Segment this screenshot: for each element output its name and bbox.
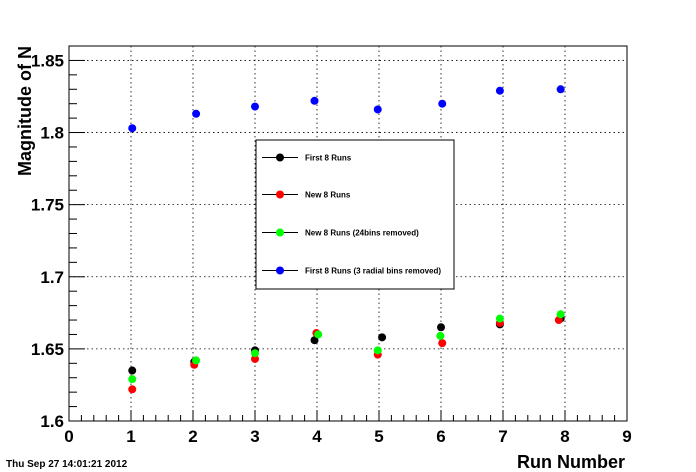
y-tick-label: 1.75 — [31, 196, 64, 215]
data-point — [310, 96, 319, 105]
axis-ticks — [68, 45, 628, 422]
legend-marker — [276, 228, 284, 237]
data-point — [251, 354, 259, 363]
data-point — [128, 385, 137, 394]
data-point — [128, 366, 137, 375]
y-tick-label: 1.6 — [40, 412, 64, 431]
x-tick-label: 8 — [560, 427, 569, 446]
data-points — [128, 85, 565, 394]
data-point — [373, 105, 382, 114]
data-point — [310, 336, 319, 345]
x-tick-label: 1 — [126, 427, 135, 446]
legend-marker — [276, 153, 284, 162]
legend-label: New 8 Runs — [305, 191, 351, 200]
data-point — [251, 102, 259, 111]
x-tick-label: 3 — [250, 427, 259, 446]
x-tick-labels: 0 1 2 3 4 5 6 7 8 9 — [64, 427, 631, 446]
legend: First 8 Runs New 8 Runs New 8 Runs (24bins… — [255, 139, 455, 290]
y-axis-title: Magnitude of N — [15, 46, 35, 176]
x-tick-label: 4 — [312, 427, 322, 446]
x-tick-label: 5 — [374, 427, 383, 446]
data-point — [437, 323, 445, 332]
y-tick-labels: 1.6 1.65 1.7 1.75 1.8 1.85 — [31, 51, 64, 431]
legend-marker — [276, 266, 284, 275]
data-point — [192, 356, 201, 365]
x-axis-title: Run Number — [517, 452, 625, 472]
x-tick-label: 6 — [436, 427, 445, 446]
y-tick-label: 1.85 — [31, 51, 64, 70]
timestamp: Thu Sep 27 14:01:21 2012 — [6, 459, 128, 470]
data-point — [192, 109, 201, 118]
data-point — [556, 310, 565, 319]
data-point — [128, 124, 137, 133]
data-point — [314, 330, 323, 339]
data-point — [438, 339, 447, 348]
x-tick-label: 9 — [622, 427, 631, 446]
data-point — [556, 85, 565, 94]
y-tick-label: 1.7 — [40, 268, 64, 287]
legend-label: First 8 Runs — [305, 154, 352, 163]
data-point — [438, 99, 447, 108]
data-point — [436, 331, 445, 340]
x-tick-label: 7 — [498, 427, 507, 446]
legend-label: New 8 Runs (24bins removed) — [305, 229, 419, 238]
data-point — [378, 333, 387, 342]
data-point — [373, 346, 382, 355]
data-point — [128, 375, 137, 384]
legend-label: First 8 Runs (3 radial bins removed) — [305, 267, 441, 276]
data-point — [495, 86, 504, 95]
data-point — [495, 314, 504, 323]
y-tick-label: 1.65 — [31, 340, 64, 359]
data-point — [251, 349, 259, 358]
y-tick-label: 1.8 — [40, 124, 64, 143]
legend-box — [255, 139, 455, 290]
legend-marker — [276, 190, 284, 199]
x-tick-label: 2 — [188, 427, 197, 446]
x-tick-label: 0 — [64, 427, 73, 446]
